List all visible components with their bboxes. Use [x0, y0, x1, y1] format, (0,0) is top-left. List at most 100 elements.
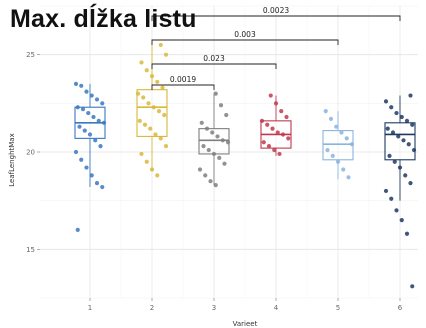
data-point	[222, 161, 227, 166]
significance-bracket	[151, 39, 339, 45]
page-title: Max. dĺžka listu	[10, 5, 197, 33]
x-tick-label: 5	[336, 304, 340, 312]
data-point	[389, 105, 394, 110]
data-point	[286, 136, 291, 141]
data-point	[325, 147, 330, 153]
data-point	[411, 147, 417, 153]
significance-label: 0.023	[203, 54, 225, 63]
data-point	[387, 153, 392, 158]
data-point	[75, 105, 80, 110]
data-point	[215, 134, 220, 139]
data-point	[394, 208, 399, 213]
data-point	[410, 122, 415, 127]
data-point	[383, 188, 389, 194]
x-tick-label: 1	[88, 304, 92, 312]
data-point	[403, 173, 408, 178]
data-point	[163, 144, 169, 149]
y-tick-label: 20	[26, 149, 35, 157]
data-point	[162, 112, 167, 118]
data-point	[197, 167, 203, 172]
significance-label: 0.0023	[263, 6, 289, 15]
data-point	[158, 136, 163, 141]
data-point	[73, 81, 79, 86]
data-point	[139, 60, 144, 65]
data-point	[399, 218, 404, 223]
x-tick-label: 4	[274, 304, 279, 312]
data-point	[80, 107, 86, 112]
data-point	[94, 181, 100, 186]
data-point	[87, 132, 93, 137]
data-point	[410, 284, 415, 289]
data-point	[98, 144, 103, 149]
data-point	[89, 93, 94, 98]
data-point	[149, 73, 155, 79]
data-point	[344, 136, 349, 141]
data-point	[211, 151, 217, 157]
data-point	[404, 231, 410, 236]
data-point	[199, 120, 204, 125]
data-point	[148, 126, 153, 131]
x-axis-title: Varieet	[233, 320, 258, 328]
data-point	[330, 153, 335, 158]
data-point	[390, 130, 396, 135]
data-point	[389, 196, 394, 201]
data-point	[149, 167, 155, 172]
data-point	[217, 155, 222, 160]
data-point	[84, 89, 89, 94]
data-point	[141, 95, 146, 100]
data-point	[261, 140, 266, 145]
data-point	[142, 122, 148, 127]
data-point	[93, 138, 98, 143]
data-point	[397, 165, 403, 170]
data-point	[277, 151, 282, 157]
data-point	[225, 140, 231, 145]
data-point	[268, 93, 273, 98]
data-point	[394, 110, 399, 116]
data-point	[135, 91, 141, 96]
data-point	[137, 118, 142, 123]
data-point	[91, 114, 96, 120]
data-point	[392, 159, 397, 164]
data-point	[79, 83, 84, 88]
data-point	[101, 120, 107, 125]
data-point	[86, 110, 91, 116]
data-point	[155, 79, 160, 85]
data-point	[266, 144, 272, 149]
data-point	[334, 124, 339, 129]
data-point	[100, 101, 105, 106]
data-point	[280, 132, 286, 137]
data-point	[210, 130, 215, 135]
significance-bracket	[151, 84, 215, 90]
data-point	[155, 173, 160, 178]
data-point	[84, 165, 89, 170]
data-point	[100, 184, 105, 190]
data-point	[408, 93, 413, 98]
data-point	[96, 118, 101, 123]
data-point	[349, 142, 355, 147]
data-point	[259, 118, 265, 123]
data-point	[151, 105, 156, 110]
data-point	[220, 138, 225, 143]
significance-bracket	[151, 15, 401, 21]
data-point	[144, 68, 149, 73]
data-point	[272, 147, 277, 153]
data-point	[328, 116, 334, 122]
data-point	[279, 109, 284, 114]
data-point	[275, 130, 280, 135]
data-point	[73, 149, 79, 155]
data-point	[218, 103, 224, 108]
data-point	[385, 126, 390, 131]
significance-label: 0.0019	[170, 75, 196, 84]
data-point	[75, 227, 80, 232]
data-point	[208, 179, 213, 184]
box	[322, 130, 354, 161]
data-point	[144, 159, 149, 164]
data-point	[339, 130, 344, 135]
data-point	[404, 118, 410, 123]
data-point	[335, 159, 341, 164]
data-point	[163, 52, 169, 57]
data-point	[158, 42, 163, 48]
data-point	[94, 97, 100, 102]
data-point	[383, 99, 389, 104]
